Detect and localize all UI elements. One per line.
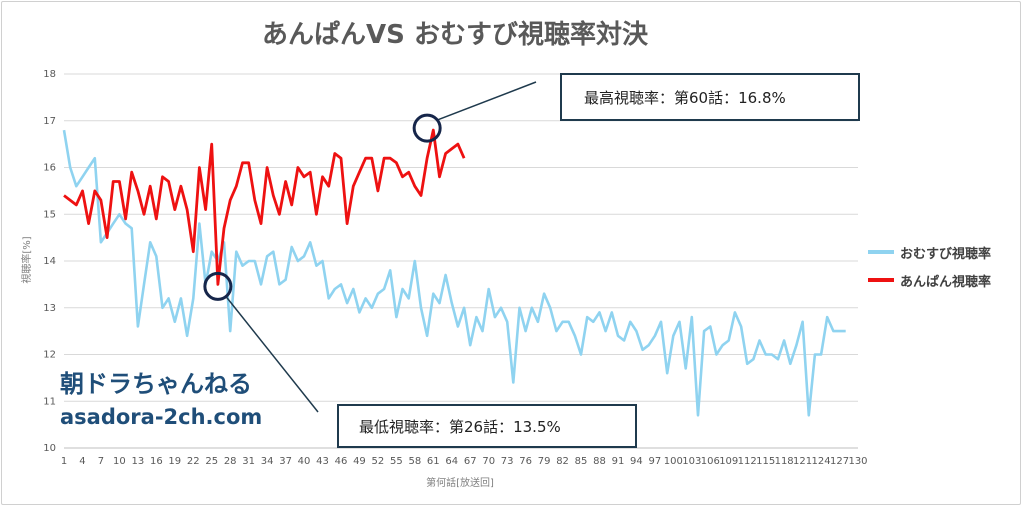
x-tick-label: 4 bbox=[79, 456, 85, 467]
x-tick-label: 97 bbox=[649, 456, 662, 467]
y-tick-label: 18 bbox=[43, 69, 56, 80]
x-tick-label: 124 bbox=[812, 456, 831, 467]
brand-name: 朝ドラちゃんねる bbox=[60, 370, 252, 398]
x-axis-label: 第何話[放送回] bbox=[426, 476, 494, 489]
legend-swatch-anpan bbox=[868, 278, 894, 282]
x-tick-label: 22 bbox=[187, 456, 200, 467]
x-tick-label: 7 bbox=[98, 456, 104, 467]
x-tick-label: 52 bbox=[372, 456, 385, 467]
x-tick-label: 91 bbox=[612, 456, 625, 467]
min-point-circle bbox=[203, 271, 233, 301]
series-line-omusubi bbox=[62, 129, 846, 417]
x-tick-label: 127 bbox=[830, 456, 849, 467]
x-tick-label: 103 bbox=[682, 456, 701, 467]
max-rating-callout: 最高視聴率：第60話：16.8% bbox=[560, 73, 860, 121]
max-leader-line bbox=[436, 81, 537, 121]
max-rating-text: 最高視聴率：第60話：16.8% bbox=[584, 88, 786, 107]
x-tick-label: 121 bbox=[793, 456, 812, 467]
x-tick-label: 112 bbox=[738, 456, 757, 467]
x-tick-label: 49 bbox=[353, 456, 366, 467]
x-tick-label: 28 bbox=[224, 456, 237, 467]
x-tick-label: 40 bbox=[298, 456, 311, 467]
y-tick-label: 13 bbox=[43, 303, 56, 314]
y-tick-label: 14 bbox=[43, 256, 56, 267]
chart-title: あんぱんVS おむすび視聴率対決 bbox=[262, 20, 648, 50]
x-tick-label: 70 bbox=[482, 456, 495, 467]
x-tick-labels: 1 4 7 10 13 16 19 22 25 28 31 34 37 40 43 46 49 52 55 58 61 6… bbox=[61, 456, 868, 467]
x-tick-label: 55 bbox=[390, 456, 403, 467]
x-tick-label: 85 bbox=[575, 456, 588, 467]
gridlines bbox=[64, 73, 858, 449]
legend-swatch-omusubi bbox=[868, 250, 894, 254]
x-tick-label: 94 bbox=[630, 456, 643, 467]
x-tick-label: 43 bbox=[316, 456, 329, 467]
x-tick-label: 100 bbox=[664, 456, 683, 467]
x-tick-label: 19 bbox=[168, 456, 181, 467]
y-tick-label: 10 bbox=[43, 443, 56, 454]
x-tick-label: 115 bbox=[756, 456, 775, 467]
min-leader-line bbox=[225, 295, 319, 413]
x-tick-label: 13 bbox=[131, 456, 144, 467]
legend-item-anpan: あんぱん視聴率 bbox=[868, 266, 991, 294]
x-tick-label: 118 bbox=[775, 456, 794, 467]
y-axis-label: 視聴率[%] bbox=[20, 236, 33, 283]
y-tick-label: 11 bbox=[43, 396, 56, 407]
y-tick-labels: 10 11 12 13 14 15 16 17 18 bbox=[43, 69, 56, 454]
x-tick-label: 34 bbox=[261, 456, 274, 467]
x-tick-label: 1 bbox=[61, 456, 67, 467]
x-tick-label: 88 bbox=[593, 456, 606, 467]
x-tick-label: 37 bbox=[279, 456, 292, 467]
annotation-markers bbox=[203, 81, 537, 413]
x-tick-label: 67 bbox=[464, 456, 477, 467]
y-tick-label: 12 bbox=[43, 350, 56, 361]
x-tick-label: 73 bbox=[501, 456, 514, 467]
min-rating-callout: 最低視聴率：第26話：13.5% bbox=[337, 404, 637, 448]
series-line-anpan bbox=[63, 128, 466, 286]
x-tick-label: 130 bbox=[848, 456, 867, 467]
series-lines bbox=[62, 128, 846, 417]
x-tick-label: 31 bbox=[242, 456, 255, 467]
x-tick-label: 76 bbox=[519, 456, 532, 467]
y-tick-label: 17 bbox=[43, 116, 56, 127]
legend: おむすび視聴率 あんぱん視聴率 bbox=[868, 238, 991, 294]
min-rating-text: 最低視聴率：第26話：13.5% bbox=[359, 417, 561, 436]
x-tick-label: 25 bbox=[205, 456, 218, 467]
x-tick-label: 58 bbox=[408, 456, 421, 467]
y-tick-label: 16 bbox=[43, 163, 56, 174]
legend-item-omusubi: おむすび視聴率 bbox=[868, 238, 991, 266]
x-tick-label: 106 bbox=[701, 456, 720, 467]
x-tick-label: 46 bbox=[335, 456, 348, 467]
x-tick-label: 109 bbox=[719, 456, 738, 467]
x-tick-label: 61 bbox=[427, 456, 440, 467]
brand-url: asadora-2ch.com bbox=[60, 405, 263, 429]
x-tick-label: 79 bbox=[538, 456, 551, 467]
y-tick-label: 15 bbox=[43, 209, 56, 220]
x-tick-label: 16 bbox=[150, 456, 163, 467]
x-tick-label: 64 bbox=[445, 456, 458, 467]
x-tick-label: 82 bbox=[556, 456, 569, 467]
legend-label-omusubi: おむすび視聴率 bbox=[900, 246, 992, 262]
legend-label-anpan: あんぱん視聴率 bbox=[900, 274, 992, 290]
x-tick-label: 10 bbox=[113, 456, 126, 467]
max-point-circle bbox=[412, 113, 442, 143]
